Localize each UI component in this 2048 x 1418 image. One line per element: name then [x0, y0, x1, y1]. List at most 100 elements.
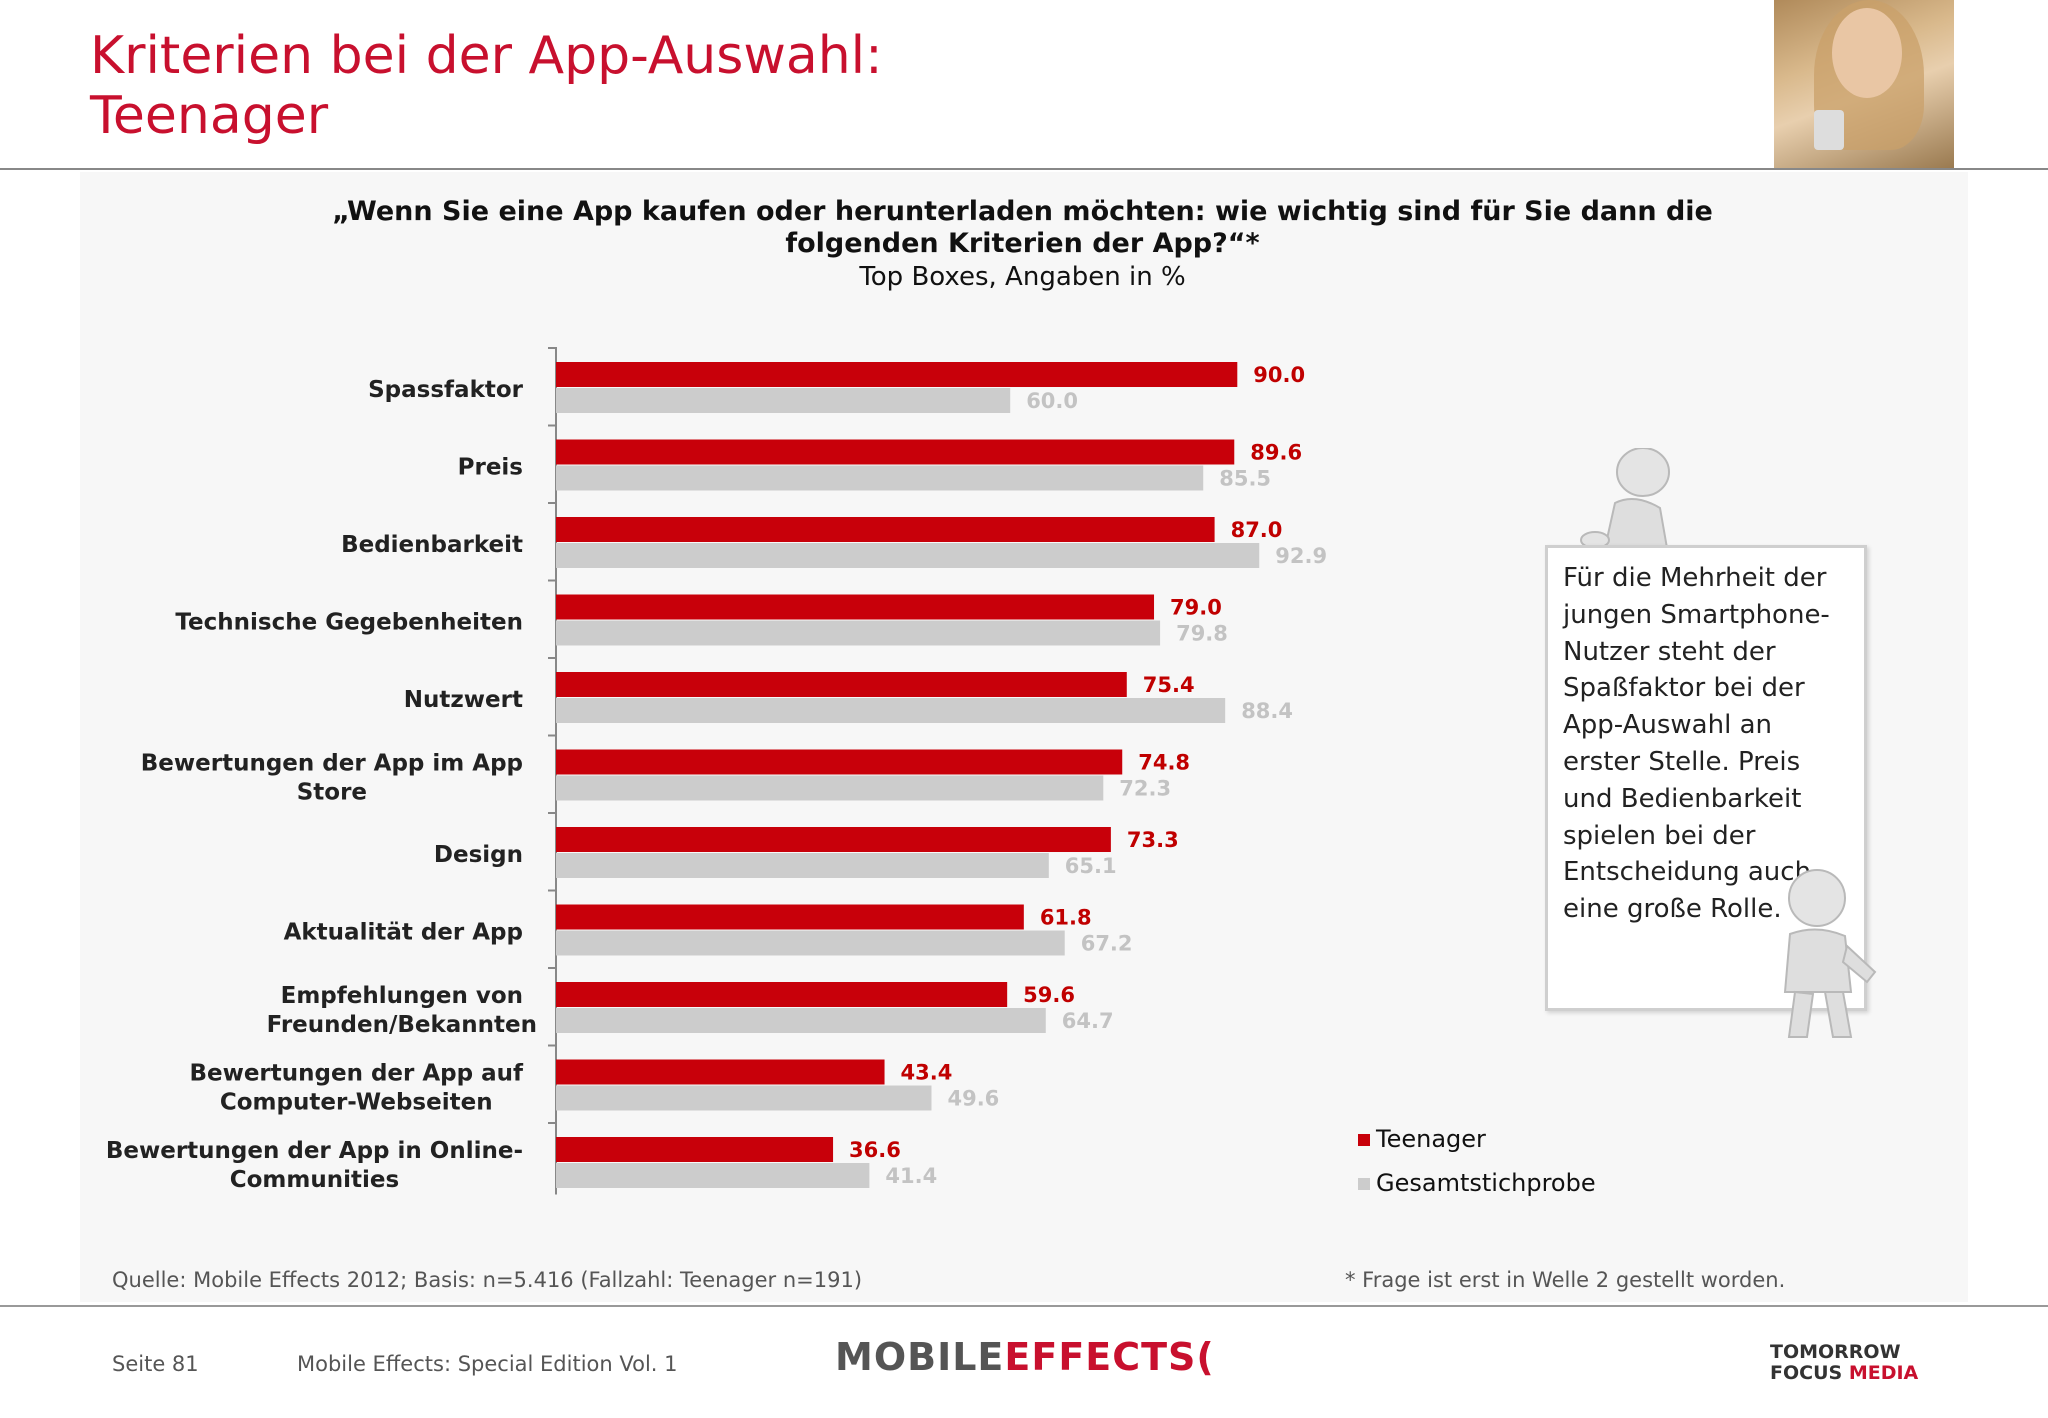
survey-question: „Wenn Sie eine App kaufen oder herunterl…	[300, 196, 1745, 260]
bar-gesamt	[556, 1008, 1046, 1033]
bar-gesamt	[556, 620, 1161, 646]
page-title-line2: Teenager	[90, 86, 329, 146]
category-label: Bedienbarkeit	[341, 532, 523, 558]
bar-gesamt	[556, 930, 1065, 956]
logo-tfm-media: MEDIA	[1848, 1362, 1919, 1384]
data-label-gesamt: 85.5	[1219, 467, 1271, 491]
bar-teenager	[556, 904, 1024, 930]
data-label-gesamt: 67.2	[1081, 932, 1133, 956]
bar-gesamt	[556, 775, 1104, 801]
bar-gesamt	[556, 698, 1226, 723]
bar-gesamt	[556, 543, 1260, 568]
stick-figure-bottom-icon	[1783, 869, 1877, 1038]
stick-figure-top-icon	[1580, 448, 1670, 549]
logo-tfm-focus: FOCUS	[1770, 1362, 1843, 1384]
data-label-teenager: 61.8	[1040, 906, 1092, 930]
category-label-line: Preis	[458, 455, 523, 481]
footnote: * Frage ist erst in Welle 2 gestellt wor…	[1345, 1268, 1786, 1292]
logo-word-effects: EFFECTS	[1004, 1335, 1197, 1379]
data-label-gesamt: 41.4	[885, 1164, 937, 1188]
bar-teenager	[556, 827, 1111, 852]
tomorrow-focus-media-logo: TOMORROW FOCUS MEDIA	[1770, 1342, 1918, 1384]
photo-phone-shape	[1814, 110, 1844, 150]
teenager-photo	[1774, 0, 1954, 168]
bar-chart: Spassfaktor 90.0 60.0 Preis 89.685.5 Bedienba…	[106, 347, 1327, 1195]
category-label-line: Bedienbarkeit	[341, 532, 523, 558]
survey-subtitle: Top Boxes, Angaben in %	[859, 262, 1186, 292]
data-label-teenager: 36.6	[849, 1138, 901, 1162]
page-title-line1: Kriterien bei der App-Auswahl:	[90, 26, 883, 86]
category-label: Aktualität der App	[284, 920, 523, 946]
category-label-line: Empfehlungen von	[281, 983, 523, 1009]
bar-teenager	[556, 749, 1123, 775]
category-label: Technische Gegebenheiten	[175, 610, 523, 636]
bar-gesamt	[556, 853, 1049, 878]
source-note: Quelle: Mobile Effects 2012; Basis: n=5.…	[112, 1268, 863, 1292]
logo-mark-paren: (	[1196, 1335, 1215, 1379]
survey-question-line1: „Wenn Sie eine App kaufen oder herunterl…	[332, 196, 1713, 227]
edition-label: Mobile Effects: Special Edition Vol. 1	[297, 1352, 678, 1376]
bar-teenager	[556, 362, 1238, 387]
category-label-line: Bewertungen der App auf	[189, 1061, 524, 1087]
category-label: Preis	[458, 455, 523, 481]
legend-swatch-gesamt	[1358, 1178, 1370, 1190]
legend-gesamt: Gesamtstichprobe	[1358, 1169, 1596, 1197]
data-label-teenager: 73.3	[1127, 828, 1179, 852]
bar-teenager	[556, 672, 1127, 697]
bar-teenager	[556, 594, 1155, 620]
legend-label-gesamt: Gesamtstichprobe	[1376, 1169, 1596, 1197]
data-label-teenager: 59.6	[1023, 983, 1075, 1007]
category-label: Design	[434, 842, 523, 868]
mobile-effects-logo: MOBILEEFFECTS(	[835, 1335, 1215, 1379]
bar-gesamt	[556, 1163, 870, 1188]
bar-gesamt	[556, 1085, 932, 1111]
logo-word-mobile: MOBILE	[835, 1335, 1005, 1379]
bar-teenager	[556, 439, 1235, 465]
category-label-line: Communities	[230, 1167, 399, 1193]
data-label-gesamt: 92.9	[1275, 544, 1327, 568]
bar-teenager	[556, 982, 1008, 1007]
bar-teenager	[556, 1137, 834, 1162]
category-label-line: Computer-Webseiten	[220, 1090, 493, 1116]
header-divider	[0, 168, 2048, 170]
bar-teenager	[556, 1059, 885, 1085]
category-label-line: Aktualität der App	[284, 920, 523, 946]
category-label-line: Store	[297, 780, 367, 806]
data-label-gesamt: 88.4	[1241, 699, 1293, 723]
data-label-teenager: 74.8	[1138, 751, 1190, 775]
legend-teenager: Teenager	[1358, 1125, 1486, 1153]
callout-text: Für die Mehrheit der jungen Smartphone-N…	[1563, 563, 1830, 925]
bar-teenager	[556, 517, 1215, 542]
category-label: Nutzwert	[404, 687, 523, 713]
data-label-gesamt: 65.1	[1065, 854, 1117, 878]
category-label: Empfehlungen von Freunden/Bekannten	[267, 983, 537, 1038]
page-number: Seite 81	[112, 1352, 199, 1376]
data-label-teenager: 75.4	[1143, 673, 1195, 697]
category-label: Bewertungen der App im App Store	[141, 751, 523, 806]
legend-swatch-teenager	[1358, 1134, 1370, 1146]
category-label: Spassfaktor	[368, 377, 524, 403]
category-label-line: Spassfaktor	[368, 377, 524, 403]
category-label: Bewertungen der App in Online- Communitie…	[106, 1138, 523, 1193]
category-label-line: Bewertungen der App in Online-	[106, 1138, 523, 1164]
category-label-line: Technische Gegebenheiten	[175, 610, 523, 636]
data-label-teenager: 90.0	[1253, 363, 1305, 387]
data-label-gesamt: 49.6	[947, 1087, 999, 1111]
data-label-gesamt: 60.0	[1026, 389, 1078, 413]
category-label-line: Bewertungen der App im App	[141, 751, 523, 777]
page-title: Kriterien bei der App-Auswahl: Teenager	[90, 26, 883, 146]
data-label-gesamt: 72.3	[1119, 777, 1171, 801]
category-label: Bewertungen der App auf Computer-Webseite…	[189, 1061, 524, 1116]
logo-tfm-line1: TOMORROW	[1770, 1341, 1901, 1363]
footer-divider	[0, 1305, 2048, 1307]
category-label-line: Freunden/Bekannten	[267, 1012, 537, 1038]
category-label-line: Nutzwert	[404, 687, 523, 713]
data-label-gesamt: 79.8	[1176, 622, 1228, 646]
legend-label-teenager: Teenager	[1376, 1125, 1486, 1153]
data-label-gesamt: 64.7	[1062, 1009, 1114, 1033]
data-label-teenager: 43.4	[901, 1061, 953, 1085]
category-label-line: Design	[434, 842, 523, 868]
bar-gesamt	[556, 465, 1204, 491]
data-label-teenager: 87.0	[1231, 518, 1283, 542]
bar-gesamt	[556, 388, 1011, 413]
